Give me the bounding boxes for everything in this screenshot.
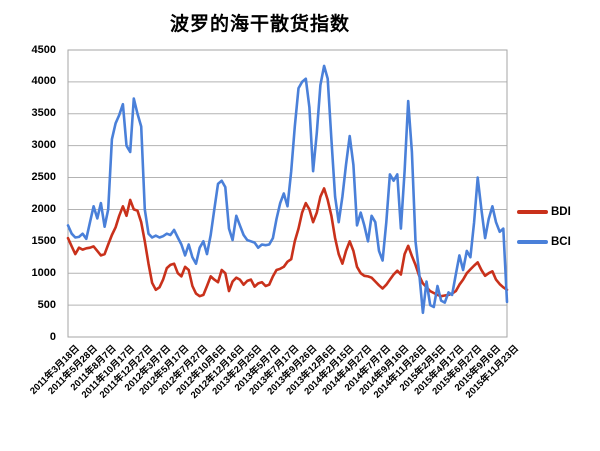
- legend-item-bci: BCI: [517, 236, 571, 248]
- bdi-line-swatch: [517, 210, 548, 214]
- y-tick-label: 4500: [31, 43, 56, 56]
- bci-line-swatch: [517, 240, 548, 244]
- y-tick-label: 3000: [31, 139, 56, 152]
- series-line-bci: [66, 64, 509, 315]
- y-tick-label: 1000: [31, 266, 56, 279]
- legend-item-bdi: BDI: [517, 206, 571, 218]
- chart-title: 波罗的海干散货指数: [169, 14, 350, 35]
- y-tick-label: 4000: [31, 75, 56, 88]
- legend-label-bdi: BDI: [551, 206, 571, 218]
- legend-label-bci: BCI: [551, 236, 571, 248]
- series-line-bdi: [66, 187, 509, 298]
- y-tick-label: 3500: [31, 107, 56, 120]
- y-tick-label: 2000: [31, 202, 56, 215]
- plot-border: [67, 49, 508, 338]
- y-tick-label: 1500: [31, 234, 56, 247]
- y-tick-label: 500: [37, 298, 56, 311]
- y-tick-label: 2500: [31, 171, 56, 184]
- y-tick-label: 0: [49, 330, 56, 343]
